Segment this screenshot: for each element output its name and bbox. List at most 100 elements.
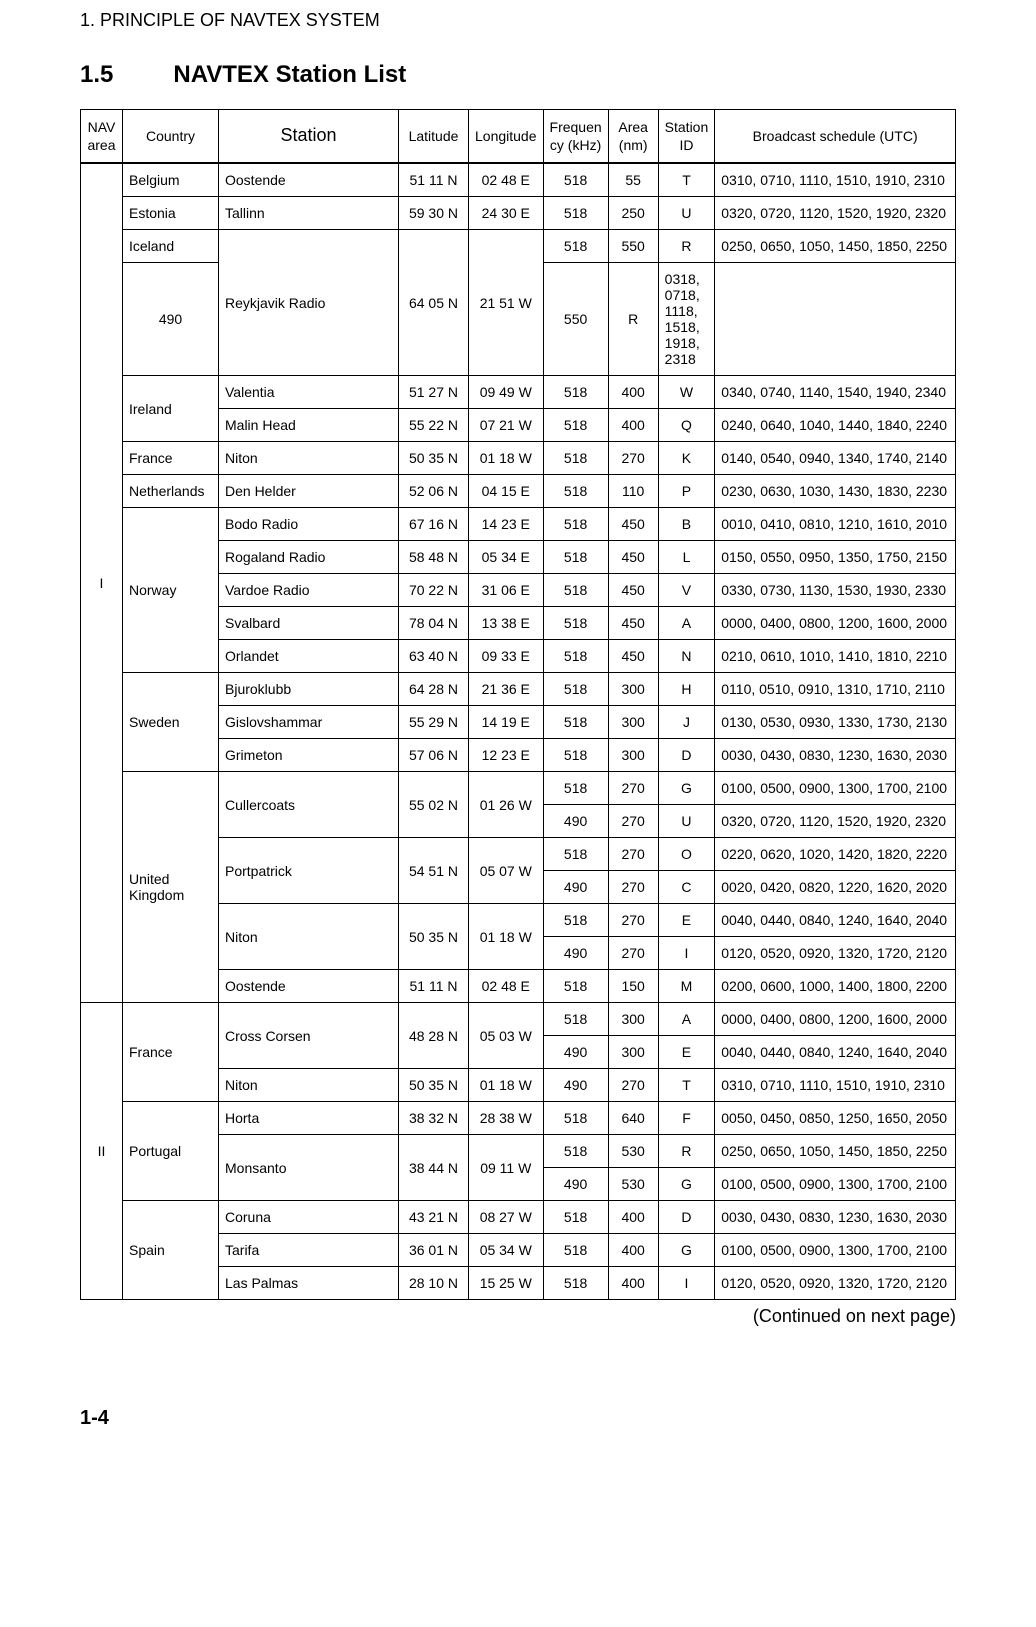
table-cell: 0250, 0650, 1050, 1450, 1850, 2250 — [715, 1135, 956, 1168]
table-cell: Spain — [123, 1201, 219, 1300]
table-cell: V — [658, 574, 715, 607]
table-cell: T — [658, 1069, 715, 1102]
table-cell: 0140, 0540, 0940, 1340, 1740, 2140 — [715, 442, 956, 475]
table-cell: 05 34 W — [469, 1234, 544, 1267]
table-cell: 07 21 W — [469, 409, 544, 442]
table-cell: 54 51 N — [399, 838, 469, 904]
table-cell: Valentia — [219, 376, 399, 409]
table-cell: Tarifa — [219, 1234, 399, 1267]
table-cell: 0040, 0440, 0840, 1240, 1640, 2040 — [715, 904, 956, 937]
table-cell: 270 — [608, 871, 658, 904]
table-cell: 0110, 0510, 0910, 1310, 1710, 2110 — [715, 673, 956, 706]
table-cell: 518 — [543, 607, 608, 640]
table-cell: R — [608, 263, 658, 376]
table-cell: 55 22 N — [399, 409, 469, 442]
table-cell: 08 27 W — [469, 1201, 544, 1234]
table-cell: Vardoe Radio — [219, 574, 399, 607]
table-cell: T — [658, 163, 715, 197]
table-cell: 57 06 N — [399, 739, 469, 772]
table-cell: R — [658, 1135, 715, 1168]
table-cell: France — [123, 442, 219, 475]
table-cell: 518 — [543, 508, 608, 541]
table-cell: 0220, 0620, 1020, 1420, 1820, 2220 — [715, 838, 956, 871]
table-cell: A — [658, 1003, 715, 1036]
table-cell: 14 23 E — [469, 508, 544, 541]
table-cell: D — [658, 739, 715, 772]
table-cell: 05 03 W — [469, 1003, 544, 1069]
table-cell: 63 40 N — [399, 640, 469, 673]
table-cell: Ireland — [123, 376, 219, 442]
table-cell: 518 — [543, 706, 608, 739]
table-cell: 518 — [543, 1201, 608, 1234]
table-cell: 490 — [543, 1069, 608, 1102]
table-cell: 518 — [543, 1135, 608, 1168]
table-cell: 51 11 N — [399, 970, 469, 1003]
table-cell: 400 — [608, 1234, 658, 1267]
table-cell: Bodo Radio — [219, 508, 399, 541]
table-cell: 0150, 0550, 0950, 1350, 1750, 2150 — [715, 541, 956, 574]
table-cell: 110 — [608, 475, 658, 508]
table-row: EstoniaTallinn59 30 N24 30 E518250U0320,… — [81, 197, 956, 230]
table-row: SwedenBjuroklubb64 28 N21 36 E518300H011… — [81, 673, 956, 706]
table-cell: O — [658, 838, 715, 871]
table-cell: 518 — [543, 409, 608, 442]
table-cell: Iceland — [123, 230, 219, 263]
table-cell: 01 18 W — [469, 904, 544, 970]
table-cell: Q — [658, 409, 715, 442]
table-cell: 300 — [608, 1036, 658, 1069]
table-cell: 43 21 N — [399, 1201, 469, 1234]
table-cell: Den Helder — [219, 475, 399, 508]
table-cell: 518 — [543, 475, 608, 508]
table-cell: 518 — [543, 772, 608, 805]
table-cell: Niton — [219, 1069, 399, 1102]
table-cell: P — [658, 475, 715, 508]
table-cell: 518 — [543, 163, 608, 197]
table-cell: 0050, 0450, 0850, 1250, 1650, 2050 — [715, 1102, 956, 1135]
table-cell: 300 — [608, 673, 658, 706]
table-cell: 490 — [543, 1036, 608, 1069]
chapter-title: 1. PRINCIPLE OF NAVTEX SYSTEM — [80, 10, 956, 31]
table-cell: 400 — [608, 1201, 658, 1234]
table-cell: 38 44 N — [399, 1135, 469, 1201]
table-cell: E — [658, 904, 715, 937]
section-number: 1.5 — [80, 61, 113, 89]
table-cell: K — [658, 442, 715, 475]
table-cell: 530 — [608, 1168, 658, 1201]
table-cell: 518 — [543, 970, 608, 1003]
table-cell: 270 — [608, 772, 658, 805]
header-longitude: Longitude — [469, 110, 544, 164]
table-cell: 24 30 E — [469, 197, 544, 230]
table-cell: 300 — [608, 706, 658, 739]
table-cell: 21 51 W — [469, 230, 544, 376]
header-latitude: Latitude — [399, 110, 469, 164]
table-row: FranceNiton50 35 N01 18 W518270K0140, 05… — [81, 442, 956, 475]
table-cell: 450 — [608, 541, 658, 574]
table-cell: W — [658, 376, 715, 409]
table-cell: 490 — [543, 937, 608, 970]
table-cell: 450 — [608, 607, 658, 640]
table-cell: 0000, 0400, 0800, 1200, 1600, 2000 — [715, 607, 956, 640]
table-cell: 01 18 W — [469, 1069, 544, 1102]
table-cell: 0230, 0630, 1030, 1430, 1830, 2230 — [715, 475, 956, 508]
table-cell: 21 36 E — [469, 673, 544, 706]
table-cell: 09 11 W — [469, 1135, 544, 1201]
header-station: Station — [219, 110, 399, 164]
table-cell: 518 — [543, 574, 608, 607]
table-cell: 150 — [608, 970, 658, 1003]
table-cell: 0120, 0520, 0920, 1320, 1720, 2120 — [715, 937, 956, 970]
table-cell: 270 — [608, 904, 658, 937]
table-cell: 13 38 E — [469, 607, 544, 640]
table-cell: 490 — [543, 805, 608, 838]
table-cell: 270 — [608, 838, 658, 871]
table-cell: Malin Head — [219, 409, 399, 442]
table-cell: R — [658, 230, 715, 263]
table-cell: B — [658, 508, 715, 541]
table-cell: 270 — [608, 442, 658, 475]
table-cell: 0030, 0430, 0830, 1230, 1630, 2030 — [715, 739, 956, 772]
table-cell: F — [658, 1102, 715, 1135]
table-cell: II — [81, 1003, 123, 1300]
table-cell: U — [658, 197, 715, 230]
table-cell: 50 35 N — [399, 904, 469, 970]
continued-note: (Continued on next page) — [80, 1306, 956, 1327]
table-cell: 05 34 E — [469, 541, 544, 574]
